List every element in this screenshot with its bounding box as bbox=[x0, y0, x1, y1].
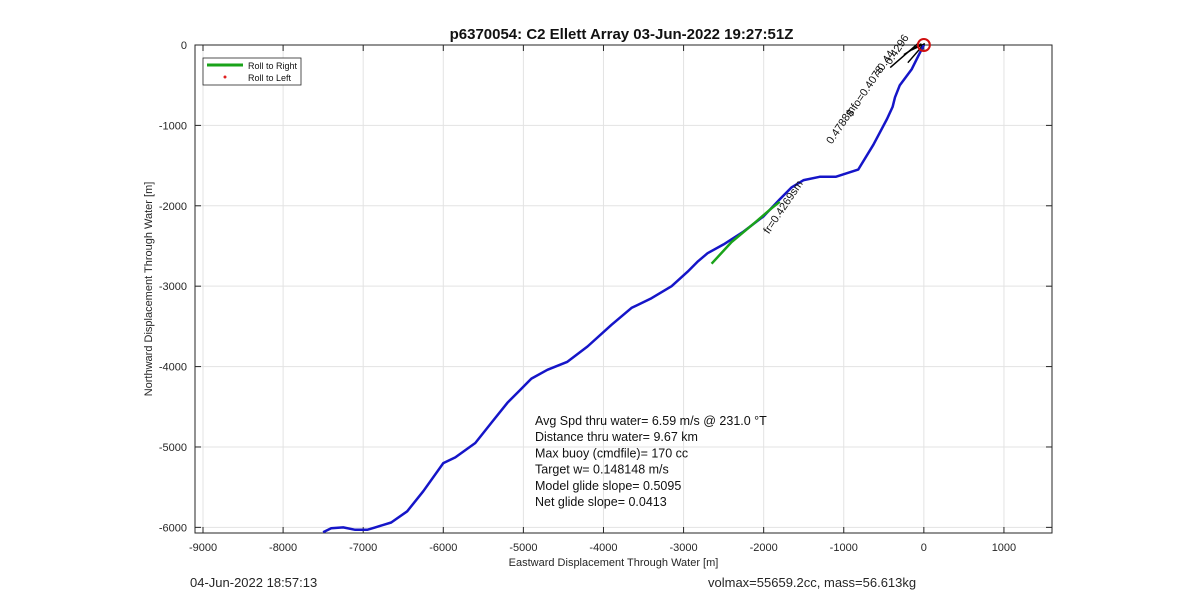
y-tick-label: -3000 bbox=[159, 281, 187, 293]
heading-stroke bbox=[889, 42, 920, 69]
legend-box bbox=[202, 57, 302, 86]
start-marker bbox=[916, 38, 931, 52]
y-tick-label: 0 bbox=[181, 40, 187, 52]
stats-line: Max buoy (cmdfile)= 170 cc bbox=[535, 446, 688, 460]
x-tick-label: 0 bbox=[921, 542, 927, 554]
angle-annotation: fr=0.4269sm bbox=[761, 179, 805, 237]
stats-line: Target w= 0.148148 m/s bbox=[535, 463, 669, 477]
stats-line: Net glide slope= 0.0413 bbox=[535, 495, 667, 509]
stats-line: Distance thru water= 9.67 km bbox=[535, 430, 698, 444]
trajectory-line bbox=[322, 45, 926, 533]
y-axis-label: Northward Displacement Through Water [m] bbox=[143, 182, 155, 397]
x-tick-label: -6000 bbox=[429, 542, 457, 554]
stats-line: Avg Spd thru water= 6.59 m/s @ 231.0 °T bbox=[535, 414, 767, 428]
footer-volmax-mass: volmax=55659.2cc, mass=56.613kg bbox=[708, 575, 917, 590]
x-tick-label: -8000 bbox=[269, 542, 297, 554]
x-tick-label: -2000 bbox=[750, 542, 778, 554]
y-tick-label: -6000 bbox=[159, 522, 187, 534]
x-tick-label: -4000 bbox=[589, 542, 617, 554]
x-axis-label: Eastward Displacement Through Water [m] bbox=[509, 557, 719, 569]
legend-label-roll-right: Roll to Right bbox=[248, 61, 298, 71]
y-tick-label: -2000 bbox=[159, 201, 187, 213]
chart-title: p6370054: C2 Ellett Array 03-Jun-2022 19… bbox=[450, 26, 794, 43]
x-tick-label: 1000 bbox=[992, 542, 1016, 554]
footer-timestamp: 04-Jun-2022 18:57:13 bbox=[190, 575, 318, 590]
legend-swatch-roll-left bbox=[223, 75, 227, 79]
x-tick-label: -1000 bbox=[830, 542, 858, 554]
x-tick-label: -3000 bbox=[669, 542, 697, 554]
legend-label-roll-left: Roll to Left bbox=[248, 73, 292, 83]
x-tick-label: -5000 bbox=[509, 542, 537, 554]
y-tick-label: -4000 bbox=[159, 362, 187, 374]
plot-frame bbox=[194, 44, 1053, 534]
y-tick-label: -5000 bbox=[159, 442, 187, 454]
y-tick-label: -1000 bbox=[159, 120, 187, 132]
x-tick-label: -9000 bbox=[189, 542, 217, 554]
roll-right-segment bbox=[710, 200, 781, 265]
stats-line: Model glide slope= 0.5095 bbox=[535, 479, 681, 493]
x-tick-label: -7000 bbox=[349, 542, 377, 554]
